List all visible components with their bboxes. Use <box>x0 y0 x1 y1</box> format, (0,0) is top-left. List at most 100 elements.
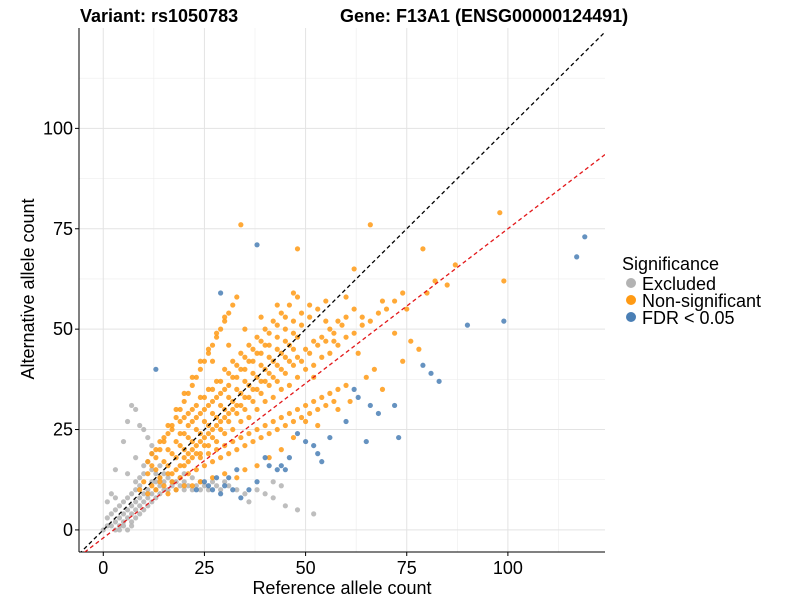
point-non-significant <box>294 354 301 360</box>
point-non-significant <box>266 382 272 388</box>
point-non-significant <box>149 483 155 489</box>
point-non-significant <box>189 483 195 489</box>
point-excluded <box>104 499 110 505</box>
point-non-significant <box>274 302 280 308</box>
point-excluded <box>112 519 119 525</box>
point-non-significant <box>201 406 208 413</box>
point-non-significant <box>213 447 220 453</box>
point-fdr-0-05 <box>213 475 220 481</box>
point-non-significant <box>335 342 341 348</box>
point-fdr-0-05 <box>311 442 317 449</box>
point-fdr-0-05 <box>327 434 333 441</box>
point-non-significant <box>246 430 252 437</box>
point-excluded <box>205 487 212 493</box>
point-excluded <box>278 483 284 489</box>
point-fdr-0-05 <box>254 479 260 485</box>
point-non-significant <box>294 374 301 380</box>
x-axis-label: Reference allele count <box>252 578 431 598</box>
point-non-significant <box>262 326 268 332</box>
point-non-significant <box>258 434 264 441</box>
chart-title-variant: Variant: rs1050783 <box>80 6 238 26</box>
point-fdr-0-05 <box>428 370 434 376</box>
point-fdr-0-05 <box>286 455 292 461</box>
y-tick-label: 100 <box>43 118 73 138</box>
y-tick-label: 25 <box>53 420 73 440</box>
point-fdr-0-05 <box>201 479 208 485</box>
point-non-significant <box>290 362 297 368</box>
point-non-significant <box>335 318 341 324</box>
point-excluded <box>129 523 135 529</box>
point-excluded <box>254 487 260 493</box>
point-non-significant <box>145 471 151 477</box>
point-non-significant <box>250 346 256 352</box>
point-non-significant <box>278 386 284 392</box>
point-non-significant <box>177 406 183 413</box>
point-non-significant <box>359 322 365 328</box>
point-excluded <box>129 491 135 497</box>
point-excluded <box>112 467 119 473</box>
point-excluded <box>141 426 147 433</box>
point-excluded <box>116 503 123 509</box>
point-non-significant <box>205 386 212 392</box>
point-fdr-0-05 <box>230 487 236 493</box>
point-non-significant <box>246 358 252 364</box>
point-fdr-0-05 <box>218 290 224 296</box>
point-non-significant <box>173 438 179 445</box>
point-non-significant <box>367 222 373 228</box>
point-fdr-0-05 <box>226 475 232 481</box>
point-excluded <box>120 523 127 529</box>
point-non-significant <box>282 354 288 360</box>
point-non-significant <box>218 378 224 384</box>
point-non-significant <box>274 322 280 328</box>
legend-swatch-excluded <box>626 278 636 288</box>
point-excluded <box>141 499 147 505</box>
point-non-significant <box>181 463 187 469</box>
point-non-significant <box>262 378 268 384</box>
point-non-significant <box>209 358 216 364</box>
point-non-significant <box>173 406 179 413</box>
point-excluded <box>124 515 131 521</box>
point-excluded <box>133 487 139 493</box>
point-fdr-0-05 <box>209 487 216 493</box>
point-excluded <box>129 511 135 517</box>
point-non-significant <box>201 434 208 441</box>
point-non-significant <box>367 318 373 324</box>
point-excluded <box>124 495 131 501</box>
point-fdr-0-05 <box>294 430 301 437</box>
point-non-significant <box>157 479 163 485</box>
point-non-significant <box>213 422 220 429</box>
point-non-significant <box>323 298 329 304</box>
point-excluded <box>133 499 139 505</box>
point-non-significant <box>209 410 216 417</box>
point-non-significant <box>290 318 297 324</box>
point-excluded <box>153 479 159 485</box>
point-non-significant <box>254 426 260 433</box>
point-excluded <box>149 442 155 449</box>
point-non-significant <box>161 434 167 441</box>
point-fdr-0-05 <box>501 318 507 324</box>
point-non-significant <box>213 330 220 336</box>
point-non-significant <box>185 451 191 457</box>
point-non-significant <box>327 390 333 396</box>
tick-labels: 0 25 50 75 100 0 25 50 75 100 <box>43 118 523 578</box>
point-excluded <box>133 406 139 413</box>
point-excluded <box>129 503 135 509</box>
point-excluded <box>311 511 317 517</box>
point-non-significant <box>258 314 264 320</box>
x-tick-label: 25 <box>194 558 214 578</box>
point-non-significant <box>343 314 349 320</box>
point-non-significant <box>181 430 187 437</box>
point-excluded <box>112 507 119 513</box>
point-non-significant <box>197 394 203 401</box>
point-non-significant <box>234 386 240 392</box>
point-non-significant <box>250 370 256 376</box>
point-non-significant <box>193 426 199 433</box>
y-tick-label: 75 <box>53 219 73 239</box>
point-non-significant <box>165 491 171 497</box>
point-fdr-0-05 <box>282 467 288 473</box>
point-non-significant <box>153 467 159 473</box>
point-non-significant <box>185 422 191 429</box>
point-non-significant <box>226 310 232 316</box>
point-non-significant <box>222 430 228 437</box>
point-non-significant <box>193 374 199 380</box>
